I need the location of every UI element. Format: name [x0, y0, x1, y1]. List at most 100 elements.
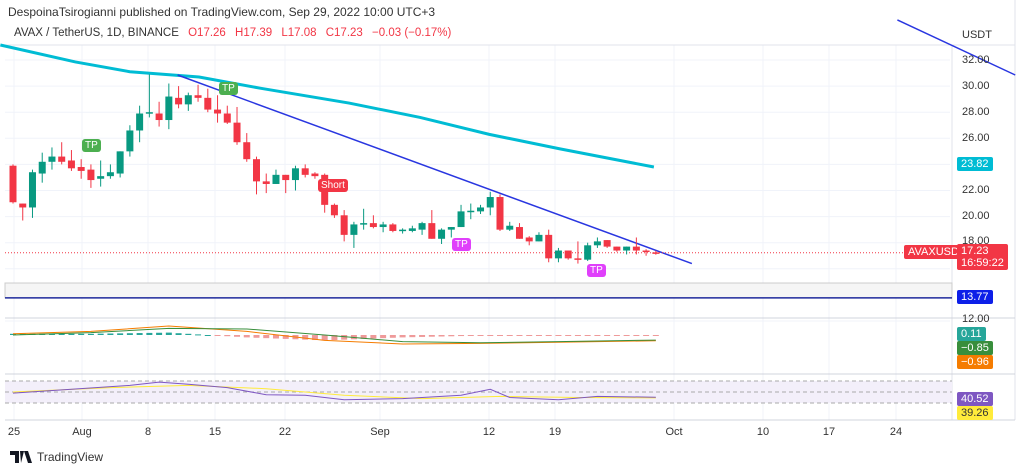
price-label: 26.00: [962, 132, 990, 144]
price-unit: USDT: [962, 29, 992, 41]
candle-body: [165, 96, 173, 121]
candle-body: [291, 168, 299, 181]
low-value: L17.08: [281, 27, 317, 39]
candle-body: [428, 223, 436, 239]
macd-histogram-bar: [331, 335, 338, 341]
candle-body: [623, 246, 631, 251]
date-label: 15: [208, 426, 222, 438]
macd-histogram-bar: [506, 335, 513, 336]
candle-body: [330, 204, 338, 216]
candle-body: [67, 160, 75, 169]
candle-body: [272, 174, 280, 184]
candle-body: [554, 250, 562, 259]
candle-body: [136, 113, 144, 131]
open-value: O17.26: [188, 27, 226, 39]
macd-histogram-bar: [272, 335, 279, 339]
macd-histogram-bar: [565, 335, 572, 336]
price-label: 20.00: [962, 210, 990, 222]
rsi-line: [12, 381, 656, 401]
macd-histogram-bar: [78, 333, 85, 335]
hline-value-label: 13.77: [957, 290, 993, 304]
macd-histogram-bar: [126, 333, 133, 335]
rsi-label: 40.52: [957, 392, 993, 406]
date-label: 10: [756, 426, 770, 438]
macd-histogram-bar: [117, 333, 124, 335]
signal-tag-tp[interactable]: TP: [82, 139, 101, 152]
symbol-tag: AVAXUSDT: [904, 245, 970, 259]
candle-body: [506, 225, 514, 230]
candle-body: [632, 246, 640, 251]
candle-body: [9, 165, 17, 203]
tradingview-logo[interactable]: TradingView: [10, 450, 103, 464]
candle-body: [477, 207, 485, 212]
macd-histogram-bar: [48, 333, 55, 335]
macd-histogram-bar: [399, 335, 406, 338]
candle-body: [652, 252, 660, 254]
macd-histogram-bar: [516, 335, 523, 336]
macd-histogram-bar: [87, 333, 94, 335]
macd-histogram-bar: [428, 335, 435, 337]
candle-body: [408, 228, 416, 231]
price-label: 32.00: [962, 54, 990, 66]
date-label: 12: [482, 426, 496, 438]
macd-histogram-bar: [448, 335, 455, 337]
candle-body: [204, 97, 212, 110]
candle-body: [87, 169, 95, 181]
signal-tag-tp[interactable]: TP: [219, 82, 238, 95]
candle-body: [223, 113, 231, 123]
macd-histogram-bar: [419, 335, 426, 337]
candle-body: [28, 172, 36, 208]
candle-body: [525, 237, 533, 242]
candle-body: [360, 223, 368, 225]
candle-body: [184, 95, 192, 105]
macd-histogram-bar: [360, 335, 367, 339]
brand-name: TradingView: [37, 450, 104, 464]
candle-body: [48, 156, 56, 162]
macd-histogram-bar: [487, 335, 494, 336]
candle-body: [486, 197, 494, 208]
price-label: 12.00: [962, 313, 990, 325]
macd-histogram-bar: [68, 333, 75, 335]
macd-histogram-bar: [535, 335, 542, 336]
date-label: Oct: [665, 426, 683, 438]
macd-histogram-bar: [195, 334, 202, 336]
signal-tag-tp[interactable]: TP: [452, 238, 471, 251]
candle-body: [564, 250, 572, 259]
candle-body: [642, 250, 650, 253]
macd-histogram-bar: [380, 335, 387, 339]
signal-tag-short[interactable]: Short: [318, 179, 348, 192]
signal-tag-tp[interactable]: TP: [587, 264, 606, 277]
change-value: −0.03 (−0.17%): [372, 27, 452, 39]
candle-body: [301, 168, 309, 175]
macd-histogram-bar: [146, 332, 153, 335]
candle-body: [97, 176, 105, 179]
candle-body: [116, 151, 124, 174]
candle-body: [418, 223, 426, 230]
candle-body: [106, 172, 114, 177]
date-label: 24: [889, 426, 903, 438]
macd-histogram-bar: [97, 333, 104, 335]
signal-label: −0.96: [957, 355, 993, 369]
macd-histogram-bar: [341, 335, 348, 340]
macd-histogram-bar: [292, 335, 299, 340]
macd-histogram-bar: [243, 335, 250, 338]
candle-body: [19, 203, 27, 208]
date-label: 8: [144, 426, 152, 438]
macd-histogram-bar: [311, 335, 318, 341]
macd-histogram-bar: [136, 333, 143, 335]
signal-line: [12, 327, 656, 344]
candle-body: [311, 173, 319, 177]
macd-line: [12, 325, 656, 345]
macd-histogram-bar: [526, 335, 533, 336]
macd-histogram-bar: [652, 335, 659, 336]
candle-body: [369, 223, 377, 228]
candle-body: [262, 181, 270, 184]
candle-body: [126, 130, 134, 152]
candle-body: [38, 161, 46, 174]
candle-body: [340, 215, 348, 235]
macd-histogram-bar: [204, 335, 211, 336]
candle-body: [155, 113, 163, 121]
macd-histogram-bar: [302, 335, 309, 340]
macd-histogram-bar: [604, 335, 611, 336]
